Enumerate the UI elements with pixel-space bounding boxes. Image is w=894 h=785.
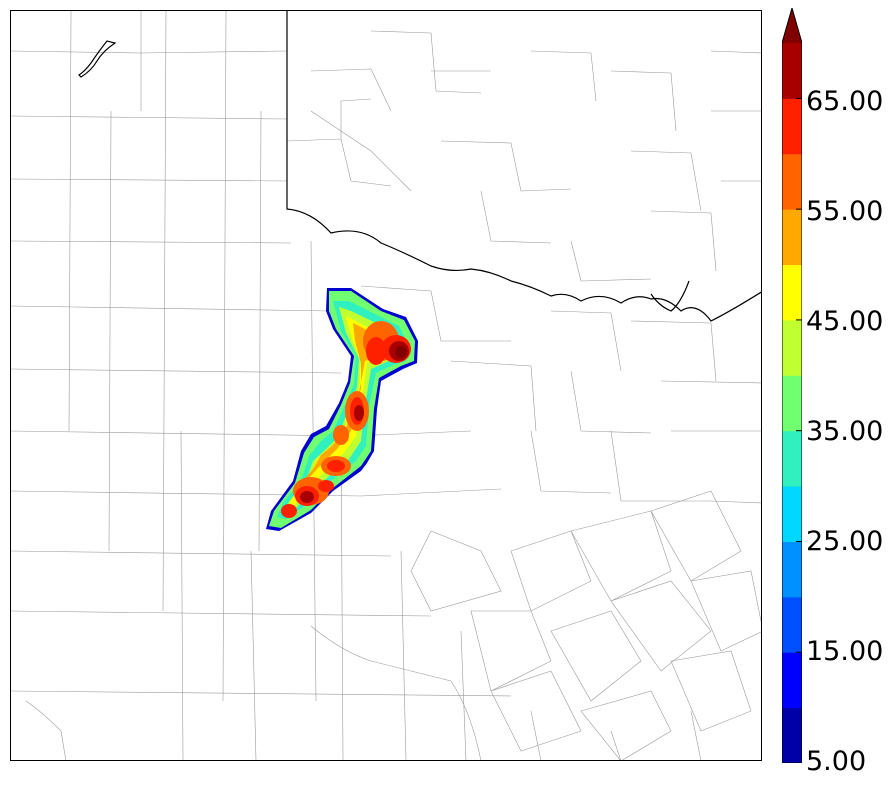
colorbar-tick-label: 15.00 <box>806 636 884 667</box>
precipitation-contours <box>266 288 418 531</box>
colorbar-bin <box>782 596 802 653</box>
colorbar-bin <box>782 264 802 321</box>
colorbar-bin <box>782 430 802 487</box>
colorbar-tick-label: 45.00 <box>806 306 884 337</box>
colorbar-bin <box>782 319 802 376</box>
colorbar-tick-label: 35.00 <box>806 416 884 447</box>
colorbar-tick-label: 55.00 <box>806 196 884 227</box>
colorbar-bin <box>782 153 802 210</box>
colorbar-bin <box>782 486 802 542</box>
county-map <box>11 11 761 760</box>
map-panel <box>10 10 762 761</box>
state-boundary <box>78 11 761 322</box>
colorbar-bin <box>782 375 802 432</box>
colorbar-tick-label: 25.00 <box>806 526 884 557</box>
colorbar-tick-label: 5.00 <box>806 746 867 777</box>
colorbar-bin <box>782 98 802 155</box>
colorbar-outline <box>782 8 802 763</box>
colorbar-tick-label: 65.00 <box>806 86 884 117</box>
colorbar-bin <box>782 541 802 598</box>
colorbar-bin <box>782 707 802 763</box>
colorbar <box>782 8 802 763</box>
county-boundaries <box>11 11 761 760</box>
colorbar-bin <box>782 209 802 266</box>
colorbar-bin <box>782 43 802 99</box>
colorbar-extend-max <box>782 8 802 43</box>
colorbar-bin <box>782 652 802 709</box>
